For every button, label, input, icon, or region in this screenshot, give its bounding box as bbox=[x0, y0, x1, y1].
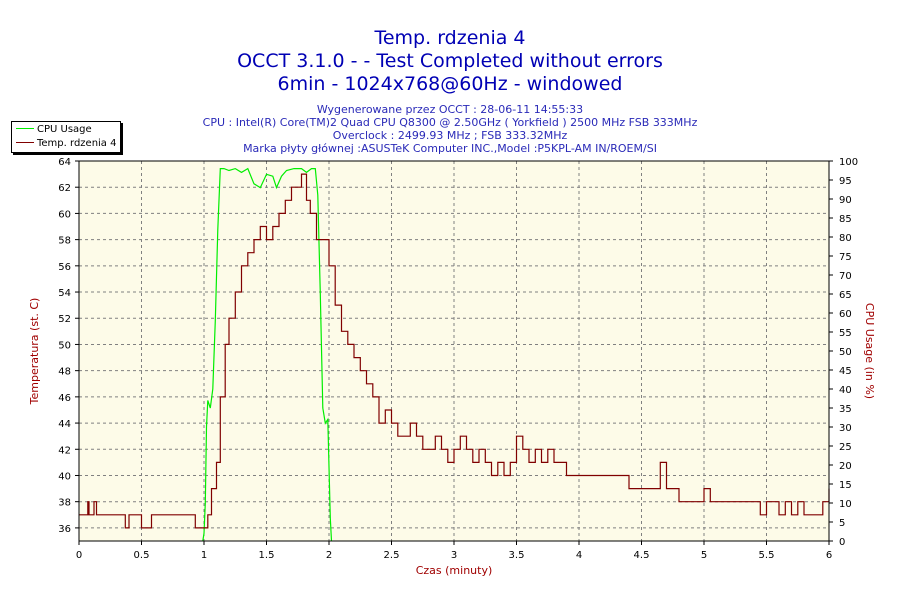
legend-label-temperature: Temp. rdzenia 4 bbox=[37, 138, 117, 149]
info-overclock: Overclock : 2499.93 MHz ; FSB 333.32MHz bbox=[332, 129, 568, 142]
chart-subtitle-test: OCCT 3.1.0 - - Test Completed without er… bbox=[237, 50, 663, 72]
y-left-tick-label: 38 bbox=[58, 498, 71, 509]
y-right-tick-label: 80 bbox=[839, 233, 852, 244]
y-right-tick-label: 5 bbox=[839, 518, 845, 529]
y-right-tick-label: 55 bbox=[839, 328, 852, 339]
y-left-tick-label: 64 bbox=[58, 157, 71, 168]
y-right-tick-label: 0 bbox=[839, 537, 845, 548]
x-tick-label: 5 bbox=[701, 550, 707, 561]
y-left-tick-label: 62 bbox=[58, 183, 71, 194]
y-axis-right-label: CPU Usage (in %) bbox=[863, 303, 876, 399]
y-right-tick-label: 15 bbox=[839, 480, 852, 491]
x-tick-label: 4.5 bbox=[634, 550, 650, 561]
y-axis-left-label: Temperatura (st. C) bbox=[28, 298, 41, 406]
chart-subtitle-mode: 6min - 1024x768@60Hz - windowed bbox=[277, 73, 623, 95]
series-line-cpu-usage bbox=[202, 167, 333, 542]
y-right-tick-label: 60 bbox=[839, 309, 852, 320]
chart-title: Temp. rdzenia 4 bbox=[374, 27, 526, 49]
legend-item-temperature: Temp. rdzenia 4 bbox=[16, 138, 116, 150]
y-right-tick-label: 45 bbox=[839, 366, 852, 377]
legend: CPU Usage Temp. rdzenia 4 bbox=[11, 121, 121, 153]
y-left-tick-label: 54 bbox=[58, 288, 71, 299]
grid-lines bbox=[79, 161, 829, 541]
y-right-tick-label: 85 bbox=[839, 214, 852, 225]
y-right-tick-label: 25 bbox=[839, 442, 852, 453]
x-tick-label: 6 bbox=[826, 550, 832, 561]
x-tick-label: 1.5 bbox=[259, 550, 275, 561]
y-right-tick-label: 75 bbox=[839, 252, 852, 263]
info-generated: Wygenerowane przez OCCT : 28-06-11 14:55… bbox=[316, 103, 584, 116]
y-right-tick-label: 95 bbox=[839, 176, 852, 187]
y-left-tick-label: 50 bbox=[58, 340, 71, 351]
x-tick-label: 2 bbox=[326, 550, 332, 561]
y-right-tick-label: 70 bbox=[839, 271, 852, 282]
y-right-tick-label: 50 bbox=[839, 347, 852, 358]
legend-swatch-cpu-usage bbox=[16, 127, 34, 129]
y-left-tick-label: 40 bbox=[58, 471, 71, 482]
series-layer bbox=[79, 167, 830, 542]
y-right-tick-label: 35 bbox=[839, 404, 852, 415]
y-left-tick-label: 44 bbox=[58, 419, 71, 430]
y-right-tick-label: 10 bbox=[839, 499, 852, 510]
y-right-tick-label: 40 bbox=[839, 385, 852, 396]
x-tick-label: 4 bbox=[576, 550, 582, 561]
x-tick-label: 0.5 bbox=[134, 550, 150, 561]
series-line-temperature bbox=[79, 173, 830, 529]
y-right-tick-label: 65 bbox=[839, 290, 852, 301]
x-tick-label: 2.5 bbox=[384, 550, 400, 561]
y-left-tick-label: 42 bbox=[58, 445, 71, 456]
x-tick-label: 1 bbox=[201, 550, 207, 561]
y-right-tick-label: 30 bbox=[839, 423, 852, 434]
y-right-tick-label: 100 bbox=[839, 157, 858, 168]
y-left-tick-label: 56 bbox=[58, 262, 71, 273]
x-tick-label: 3 bbox=[451, 550, 457, 561]
legend-label-cpu-usage: CPU Usage bbox=[37, 124, 92, 135]
x-tick-label: 0 bbox=[76, 550, 82, 561]
x-tick-label: 5.5 bbox=[759, 550, 775, 561]
legend-item-cpu-usage: CPU Usage bbox=[16, 124, 92, 136]
legend-swatch-temperature bbox=[16, 141, 34, 143]
y-right-tick-label: 20 bbox=[839, 461, 852, 472]
info-cpu: CPU : Intel(R) Core(TM)2 Quad CPU Q8300 … bbox=[202, 116, 698, 129]
y-right-tick-label: 90 bbox=[839, 195, 852, 206]
plot-area bbox=[79, 161, 829, 541]
y-left-tick-label: 48 bbox=[58, 367, 71, 378]
y-left-tick-label: 36 bbox=[58, 524, 71, 535]
y-left-tick-label: 46 bbox=[58, 393, 71, 404]
y-left-tick-label: 52 bbox=[58, 314, 71, 325]
info-motherboard: Marka płyty głównej :ASUSTeK Computer IN… bbox=[243, 142, 657, 155]
x-axis-label: Czas (minuty) bbox=[416, 564, 493, 577]
y-left-tick-label: 58 bbox=[58, 236, 71, 247]
ticks-layer: 0 0.5 1 1.5 2 2.5 3 3.5 4 4.5 5 5.5 6 36 38 40 42 44 46 48 5… bbox=[58, 157, 858, 561]
y-left-tick-label: 60 bbox=[58, 209, 71, 220]
x-tick-label: 3.5 bbox=[509, 550, 525, 561]
